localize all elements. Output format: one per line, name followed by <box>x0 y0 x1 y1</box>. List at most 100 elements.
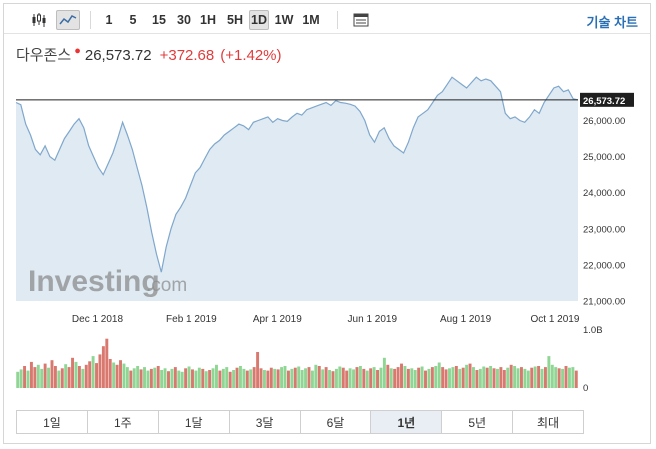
interval-5-button[interactable]: 5 <box>129 13 137 27</box>
volume-bar <box>300 370 304 388</box>
volume-bar <box>245 370 249 388</box>
volume-bar <box>194 370 198 388</box>
interval-1-button[interactable]: 1 <box>105 13 113 27</box>
volume-bar <box>379 367 383 388</box>
volume-bar <box>406 368 410 388</box>
range-4-button[interactable]: 6달 <box>300 411 372 433</box>
volume-bar <box>324 367 328 388</box>
volume-bar <box>348 368 352 388</box>
range-1-button[interactable]: 1주 <box>87 411 159 433</box>
chart-widget: 기술 차트 1 5 15 30 1H 5H 1D 1W 1M 다우존스 ● 26,573.72 … <box>3 3 651 444</box>
range-7-button[interactable]: 최대 <box>513 411 583 433</box>
toolbar-separator <box>90 11 91 29</box>
volume-bar <box>23 366 27 388</box>
range-0-button[interactable]: 1일 <box>17 411 88 433</box>
volume-bar <box>184 368 188 388</box>
volume-bar <box>564 366 568 388</box>
volume-bar <box>108 359 112 388</box>
volume-bar <box>321 369 325 388</box>
y-tick-label: 24,000.00 <box>583 188 625 199</box>
line-chart-icon[interactable] <box>56 10 80 30</box>
interval-1m-button[interactable]: 1M <box>302 13 320 27</box>
volume-bar <box>77 366 81 388</box>
volume-bar <box>81 368 85 388</box>
last-price-tag <box>580 92 634 107</box>
volume-bar <box>550 364 554 388</box>
volume-bar <box>537 366 541 388</box>
volume-bar <box>201 368 205 388</box>
volume-bar <box>345 370 349 388</box>
volume-bar <box>74 361 78 388</box>
volume-bar <box>454 366 458 388</box>
volume-bar <box>465 364 469 388</box>
volume-bar <box>574 370 578 388</box>
volume-bar <box>262 370 266 388</box>
quote-header: 다우존스 ● 26,573.72 +372.68 (+1.42%) <box>16 44 282 66</box>
volume-bar <box>297 366 301 388</box>
volume-bar <box>167 371 170 388</box>
data-table-icon[interactable] <box>350 10 372 30</box>
volume-bar <box>280 367 284 388</box>
interval-1d-button[interactable]: 1D <box>249 10 269 30</box>
volume-bar <box>173 367 177 388</box>
range-6-button[interactable]: 5년 <box>442 411 514 433</box>
volume-bar <box>180 371 184 388</box>
volume-bar <box>125 367 129 388</box>
volume-bar <box>533 366 537 388</box>
volume-bar <box>105 338 109 388</box>
interval-5h-button[interactable]: 5H <box>227 13 243 27</box>
volume-bar <box>334 368 338 388</box>
volume-bar <box>468 363 472 388</box>
price-chart[interactable]: Investing.com 26,573.72 21,000.00 22,000.00… <box>4 4 650 404</box>
volume-bar <box>215 364 218 388</box>
interval-15-button[interactable]: 15 <box>152 13 166 27</box>
volume-bar <box>273 368 277 388</box>
volume-bar <box>509 364 513 388</box>
instrument-name: 다우존스 <box>16 47 72 64</box>
range-2-button[interactable]: 1달 <box>158 411 230 433</box>
price-change: +372.68 <box>159 47 215 64</box>
volume-bar <box>50 360 54 388</box>
volume-bar <box>238 366 242 388</box>
volume-bar <box>410 368 414 388</box>
volume-bar <box>362 368 366 388</box>
investing-watermark: Investing <box>28 265 160 298</box>
volume-bar <box>60 368 64 388</box>
volume-bar <box>393 368 397 388</box>
volume-bar <box>33 367 37 388</box>
volume-bar <box>448 368 451 388</box>
interval-1h-button[interactable]: 1H <box>200 13 216 27</box>
interval-30-button[interactable]: 30 <box>177 13 191 27</box>
volume-bar <box>304 368 308 388</box>
volume-bar <box>276 369 280 388</box>
volume-bar <box>413 370 417 388</box>
candlestick-icon[interactable] <box>28 10 50 30</box>
volume-bar <box>513 366 517 388</box>
volume-bar <box>444 369 448 388</box>
volume-bar <box>29 361 33 388</box>
volume-bar <box>129 370 133 388</box>
range-3-button[interactable]: 3달 <box>229 411 301 433</box>
volume-bar <box>369 368 373 388</box>
volume-bar <box>293 367 297 388</box>
x-tick-label: Dec 1 2018 <box>72 314 124 325</box>
volume-bar <box>526 370 530 388</box>
volume-bar <box>149 368 153 388</box>
volume-bar <box>101 346 105 388</box>
range-5-button[interactable]: 1년 <box>371 411 443 433</box>
x-tick-label: Jun 1 2019 <box>348 314 398 325</box>
volume-bar <box>328 370 332 388</box>
volume-bar <box>427 368 431 388</box>
volume-bar <box>352 369 356 388</box>
volume-bar <box>163 368 167 388</box>
market-status-icon: ● <box>74 45 81 57</box>
interval-1w-button[interactable]: 1W <box>274 13 294 27</box>
volume-bar <box>119 360 122 388</box>
technical-chart-link[interactable]: 기술 차트 <box>586 15 638 30</box>
volume-bar <box>191 369 194 388</box>
volume-bar <box>122 363 126 388</box>
volume-bar <box>396 367 400 388</box>
volume-bar <box>269 367 273 388</box>
volume-bar <box>331 371 335 388</box>
volume-bar <box>543 367 547 388</box>
